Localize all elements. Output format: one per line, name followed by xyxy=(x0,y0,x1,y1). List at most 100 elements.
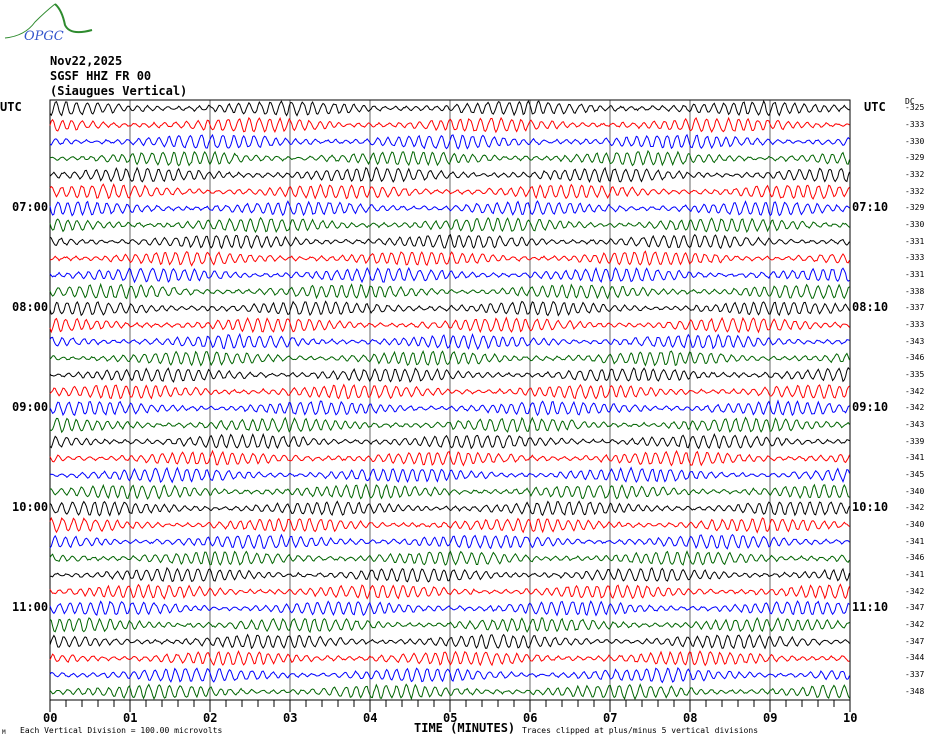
dc-offset-label: -346 xyxy=(905,553,925,563)
clip-note: Traces clipped at plus/minus 5 vertical … xyxy=(522,726,759,735)
x-tick-label: 09 xyxy=(763,711,778,725)
seismic-trace xyxy=(49,416,850,434)
dc-offset-label: -348 xyxy=(905,686,925,696)
dc-offset-label: -347 xyxy=(905,636,925,646)
dc-offset-label: -338 xyxy=(905,286,925,296)
seismic-trace xyxy=(49,332,850,351)
seismic-trace xyxy=(50,566,850,583)
dc-offset-label: -335 xyxy=(905,370,925,379)
seismic-trace xyxy=(49,516,850,534)
seismic-trace xyxy=(49,432,850,450)
x-axis-label: TIME (MINUTES) xyxy=(414,721,516,735)
x-tick-label: 00 xyxy=(43,711,58,725)
seismic-trace xyxy=(49,282,850,300)
dc-offset-label: -330 xyxy=(905,136,925,146)
x-tick-label: 06 xyxy=(523,711,538,725)
seismic-trace xyxy=(49,149,850,167)
seismic-trace xyxy=(49,583,850,600)
dc-offset-label: -333 xyxy=(905,253,925,263)
dc-offset-label: -331 xyxy=(905,270,925,279)
dc-offset-label: -342 xyxy=(905,386,925,396)
dc-offset-label: -332 xyxy=(905,170,925,179)
seismic-trace xyxy=(49,233,850,250)
hour-label-right: 11:10 xyxy=(852,600,889,615)
dc-offset-label: -337 xyxy=(905,303,925,313)
utc-left-label: UTC xyxy=(0,100,22,114)
hour-label-left: 09:00 xyxy=(12,400,49,415)
dc-offset-label: -333 xyxy=(905,120,925,129)
dc-offset-label: -345 xyxy=(905,470,925,479)
dc-offset-label: -347 xyxy=(905,603,925,613)
seismic-trace xyxy=(49,500,850,517)
dc-offset-label: -333 xyxy=(905,320,925,329)
location-label: (Siaugues Vertical) xyxy=(50,84,188,98)
hour-label-right: 08:10 xyxy=(852,300,889,315)
hour-label-right: 09:10 xyxy=(852,400,889,415)
x-tick-label: 10 xyxy=(843,711,858,725)
seismic-trace xyxy=(49,683,850,701)
dc-label: DC xyxy=(905,97,915,106)
svg-text:OPGC: OPGC xyxy=(24,29,64,44)
seismic-trace xyxy=(49,633,850,650)
seismic-trace xyxy=(49,133,850,150)
seismic-trace xyxy=(49,316,850,334)
seismic-trace xyxy=(49,649,850,667)
dc-offset-label: -342 xyxy=(905,403,925,413)
corner-mark: M xyxy=(2,729,6,736)
seismic-trace xyxy=(49,166,850,184)
seismic-trace xyxy=(49,533,850,550)
x-tick-label: 08 xyxy=(683,711,698,725)
dc-offset-label: -341 xyxy=(905,570,925,579)
opgc-logo: OPGC xyxy=(4,3,93,44)
seismic-trace xyxy=(49,600,850,617)
seismic-trace xyxy=(49,183,850,200)
dc-offset-label: -337 xyxy=(905,670,925,679)
dc-offset-label: -343 xyxy=(905,336,925,346)
x-tick-label: 02 xyxy=(203,711,218,725)
seismic-trace xyxy=(49,550,850,566)
hour-label-left: 11:00 xyxy=(12,600,49,615)
seismic-trace xyxy=(49,366,850,383)
seismic-trace xyxy=(49,116,850,134)
seismic-trace xyxy=(49,200,850,217)
dc-offset-label: -329 xyxy=(905,203,925,213)
seismic-trace xyxy=(49,266,850,284)
hour-label-left: 08:00 xyxy=(12,300,49,315)
dc-offset-label: -343 xyxy=(905,420,925,429)
dc-offset-label: -344 xyxy=(905,653,925,663)
dc-offset-label: -341 xyxy=(905,453,925,463)
dc-offset-label: -340 xyxy=(905,486,925,496)
dc-offset-label: -346 xyxy=(905,353,925,363)
seismic-trace xyxy=(49,449,850,467)
seismic-trace xyxy=(49,483,850,500)
dc-offset-label: -329 xyxy=(905,153,925,163)
x-tick-label: 03 xyxy=(283,711,298,725)
hour-label-left: 10:00 xyxy=(12,500,49,515)
dc-offset-label: -342 xyxy=(905,503,925,513)
dc-offset-label: -340 xyxy=(905,520,925,529)
x-tick-label: 05 xyxy=(443,711,458,725)
seismic-trace xyxy=(49,383,850,400)
seismic-trace xyxy=(49,99,850,117)
hour-label-left: 07:00 xyxy=(12,200,49,215)
seismic-trace xyxy=(49,399,850,417)
hour-label-right: 10:10 xyxy=(852,500,889,515)
scale-note: Each Vertical Division = 100.00 microvol… xyxy=(20,726,223,735)
seismic-trace xyxy=(49,349,850,367)
dc-offset-label: -331 xyxy=(905,236,925,246)
x-tick-label: 04 xyxy=(363,711,378,725)
x-tick-label: 01 xyxy=(123,711,138,725)
utc-right-label: UTC xyxy=(864,100,886,114)
date-label: Nov22,2025 xyxy=(50,54,123,68)
seismic-trace xyxy=(49,216,850,234)
dc-offset-label: -325 xyxy=(905,103,925,113)
seismic-trace xyxy=(49,667,850,684)
dc-offset-label: -342 xyxy=(905,620,925,629)
seismic-trace xyxy=(49,466,850,484)
seismic-trace xyxy=(49,617,850,634)
dc-offset-label: -341 xyxy=(905,536,925,546)
seismic-trace xyxy=(49,300,850,317)
station-label: SGSF HHZ FR 00 xyxy=(50,69,152,83)
dc-offset-label: -330 xyxy=(905,220,925,229)
